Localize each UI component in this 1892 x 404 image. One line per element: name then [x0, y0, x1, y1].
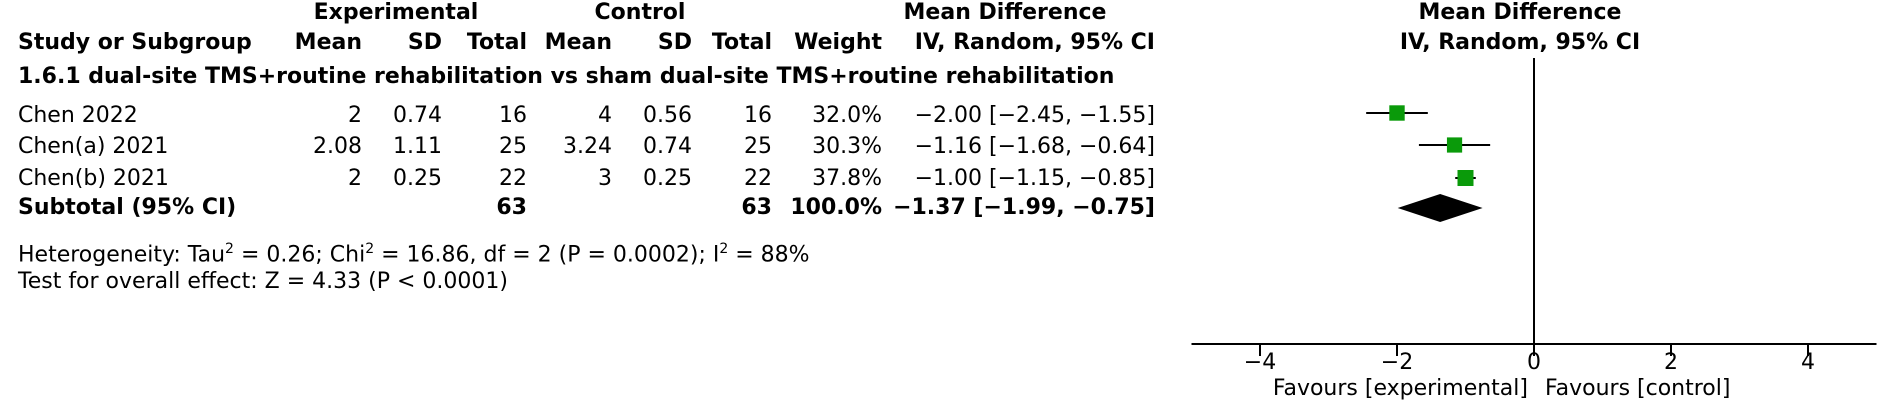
point-marker	[1446, 137, 1463, 153]
overall-effect-text: Test for overall effect: Z = 4.33 (P < 0…	[18, 269, 508, 294]
subtotal-ci: −1.37 [−1.99, −0.75]	[893, 195, 1155, 220]
control-header: Control	[594, 0, 686, 25]
subgroup-title: 1.6.1 dual-site TMS+routine rehabilitati…	[18, 64, 1115, 89]
weight-header: Weight	[794, 30, 882, 55]
weight: 30.3%	[812, 134, 882, 159]
mean-difference-header: Mean Difference	[903, 0, 1107, 25]
heterogeneity-text: Heterogeneity: Tau2 = 0.26; Chi2 = 16.86…	[18, 241, 810, 268]
exp-sd: 1.11	[393, 134, 442, 159]
plot-mean-difference-header: Mean Difference	[1418, 0, 1622, 25]
subtotal-exp-total: 63	[496, 195, 527, 220]
ctl-total: 22	[744, 166, 772, 191]
exp-sd-header: SD	[407, 30, 442, 55]
weight: 37.8%	[812, 166, 882, 191]
exp-total: 25	[499, 134, 527, 159]
effect-ci: −1.16 [−1.68, −0.64]	[914, 134, 1155, 159]
favours-control-label: Favours [control]	[1545, 376, 1731, 401]
study-name: Chen(a) 2021	[18, 134, 169, 159]
ctl-mean-header: Mean	[544, 30, 612, 55]
exp-sd: 0.74	[393, 103, 442, 128]
ctl-sd-header: SD	[657, 30, 692, 55]
method-header: IV, Random, 95% CI	[914, 30, 1155, 55]
study-name: Chen 2022	[18, 103, 138, 128]
exp-total: 22	[499, 166, 527, 191]
ctl-total: 16	[744, 103, 772, 128]
weight: 32.0%	[812, 103, 882, 128]
exp-total-header: Total	[466, 30, 527, 55]
subtotal-weight: 100.0%	[790, 195, 882, 220]
ctl-mean: 3.24	[563, 134, 612, 159]
ctl-sd: 0.56	[643, 103, 692, 128]
ctl-total-header: Total	[711, 30, 772, 55]
pooled-diamond	[1397, 194, 1483, 222]
exp-mean: 2	[348, 166, 362, 191]
effect-ci: −1.00 [−1.15, −0.85]	[914, 166, 1155, 191]
subtotal-ctl-total: 63	[741, 195, 772, 220]
exp-total: 16	[499, 103, 527, 128]
exp-mean-header: Mean	[294, 30, 362, 55]
x-tick-label: 0	[1527, 350, 1541, 375]
study-column-header: Study or Subgroup	[18, 30, 252, 55]
plot-method-header: IV, Random, 95% CI	[1399, 30, 1641, 55]
ctl-mean: 3	[598, 166, 612, 191]
ctl-mean: 4	[598, 103, 612, 128]
favours-experimental-label: Favours [experimental]	[1272, 376, 1528, 401]
ctl-sd: 0.74	[643, 134, 692, 159]
ctl-sd: 0.25	[643, 166, 692, 191]
x-tick-label: 4	[1801, 350, 1815, 375]
exp-mean: 2.08	[313, 134, 362, 159]
study-name: Chen(b) 2021	[18, 166, 169, 191]
x-tick-label: −2	[1380, 350, 1414, 375]
point-marker	[1389, 105, 1405, 121]
effect-ci: −2.00 [−2.45, −1.55]	[914, 103, 1155, 128]
x-tick-label: −4	[1243, 350, 1277, 375]
x-tick-label: 2	[1664, 350, 1678, 375]
point-marker	[1457, 170, 1474, 186]
subtotal-label: Subtotal (95% CI)	[18, 195, 237, 220]
exp-sd: 0.25	[393, 166, 442, 191]
exp-mean: 2	[348, 103, 362, 128]
ctl-total: 25	[744, 134, 772, 159]
experimental-header: Experimental	[313, 0, 479, 25]
